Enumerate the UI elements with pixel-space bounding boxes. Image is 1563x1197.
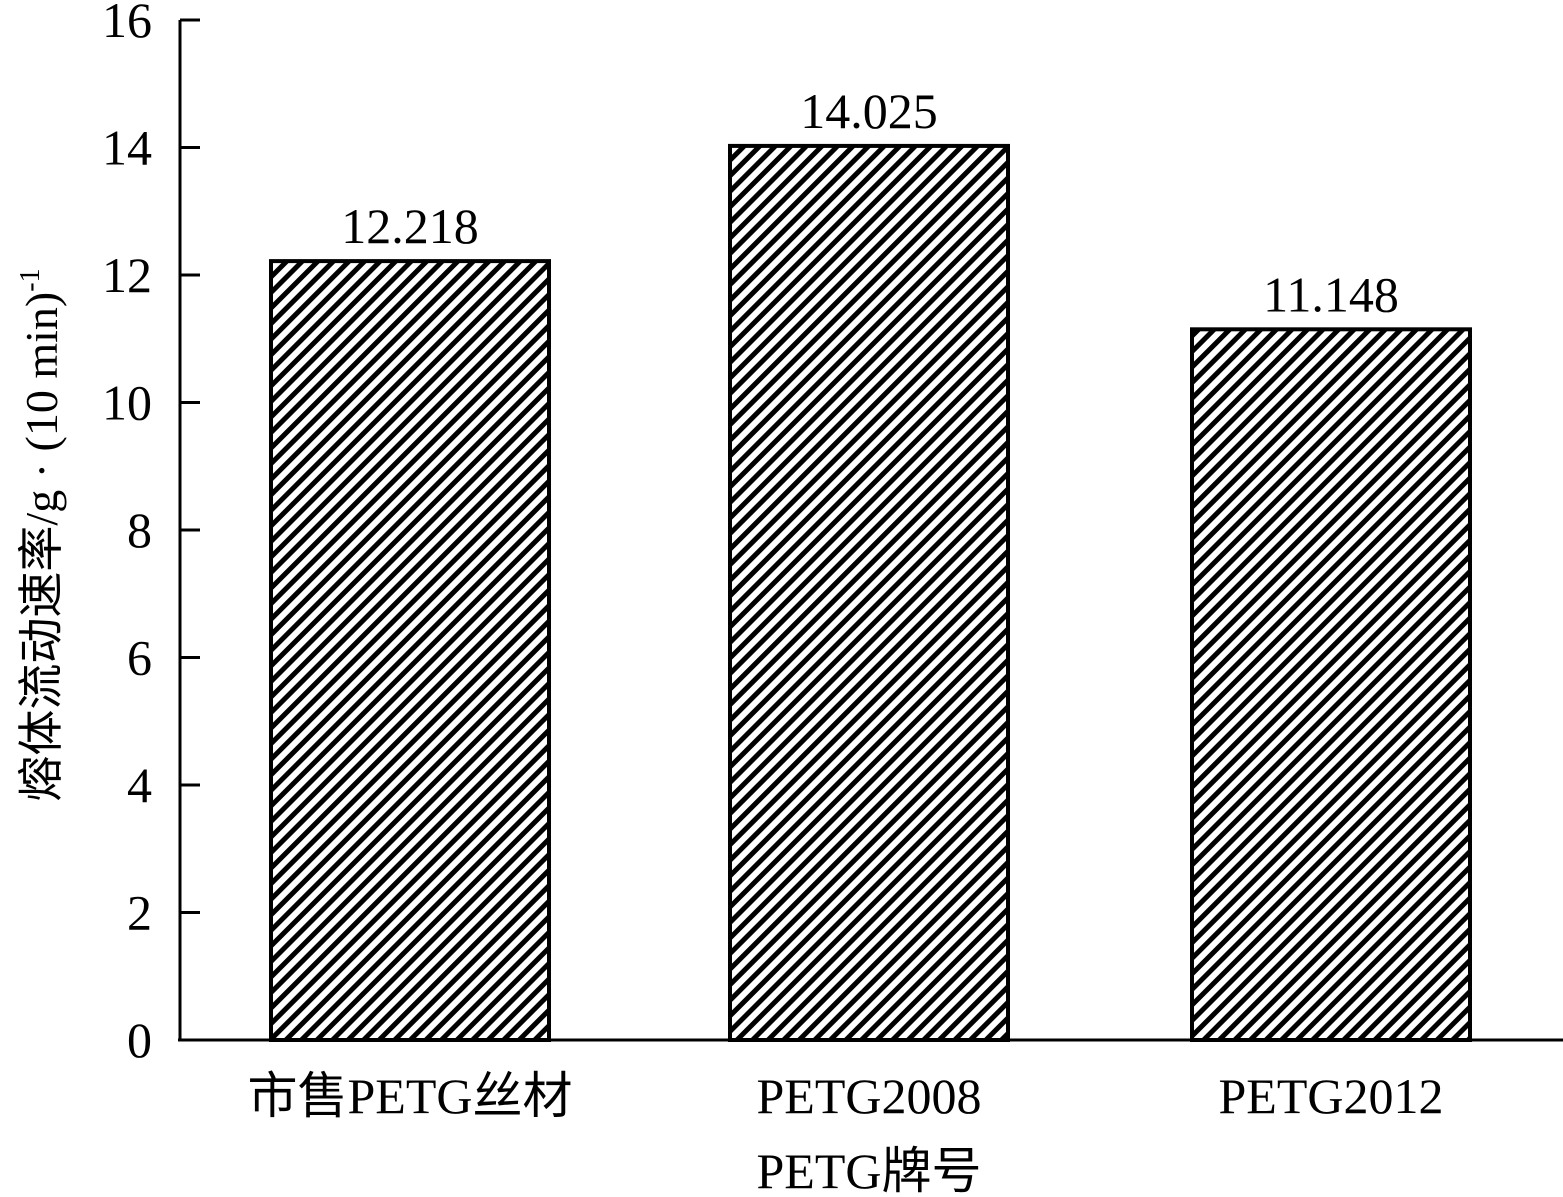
y-tick-label: 0 xyxy=(127,1012,152,1068)
y-axis-title-main: 熔体流动速率/g · (10 min) xyxy=(16,292,67,802)
y-tick-label: 14 xyxy=(102,120,152,176)
category-labels-group: 市售PETG丝材 PETG2008 PETG2012 xyxy=(248,1068,1444,1124)
y-tick-label: 12 xyxy=(102,247,152,303)
y-axis-title-superscript: -1 xyxy=(15,268,46,291)
y-axis-title: 熔体流动速率/g · (10 min)-1 xyxy=(15,268,67,801)
bar xyxy=(728,143,1010,1042)
bar xyxy=(269,259,551,1043)
bar-labels-group: 12.218 14.025 11.148 xyxy=(341,83,1399,322)
bar-value-label: 12.218 xyxy=(341,198,479,254)
bar xyxy=(1190,327,1472,1042)
bar-value-label: 14.025 xyxy=(800,83,938,139)
category-label: 市售PETG丝材 xyxy=(248,1068,573,1124)
category-label: PETG2012 xyxy=(1219,1068,1444,1124)
y-tick-label: 6 xyxy=(127,630,152,686)
category-label: PETG2008 xyxy=(757,1068,982,1124)
y-ticks-group: 0 2 4 6 8 10 12 14 16 xyxy=(102,0,200,1068)
bars-group xyxy=(269,143,1472,1043)
y-tick-label: 16 xyxy=(102,0,152,48)
bar-value-label: 11.148 xyxy=(1263,266,1399,322)
y-tick-label: 8 xyxy=(127,502,152,558)
x-axis-title: PETG牌号 xyxy=(757,1143,982,1197)
y-tick-label: 4 xyxy=(127,757,152,813)
y-tick-label: 2 xyxy=(127,885,152,941)
y-tick-label: 10 xyxy=(102,375,152,431)
